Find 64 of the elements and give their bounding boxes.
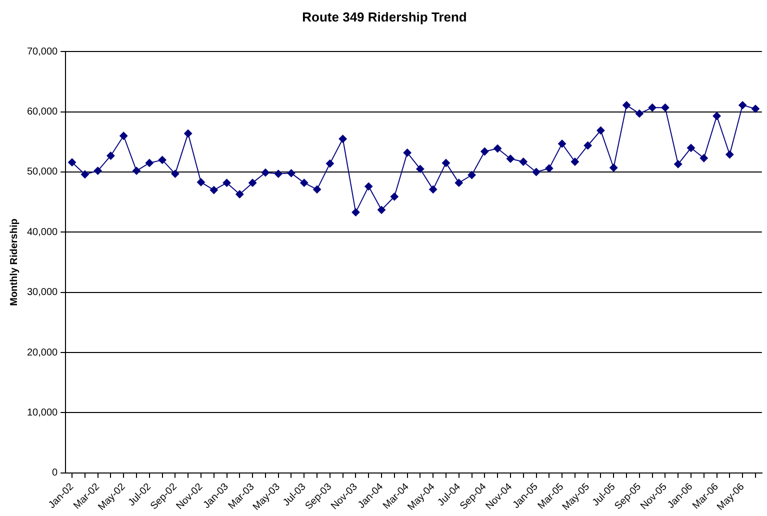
- point: [532, 168, 540, 176]
- point: [558, 140, 566, 148]
- y-tick-label: 60,000: [26, 106, 58, 118]
- point: [184, 129, 192, 138]
- point: [313, 185, 322, 194]
- point: [700, 154, 708, 162]
- point: [132, 166, 141, 175]
- point: [622, 101, 631, 110]
- point: [442, 158, 450, 167]
- point: [352, 208, 360, 216]
- point: [454, 178, 463, 187]
- point: [338, 134, 347, 143]
- point: [661, 104, 670, 112]
- point: [158, 156, 166, 164]
- point: [196, 178, 205, 186]
- point: [236, 190, 244, 198]
- chart-title: Route 349 Ridership Trend: [302, 9, 467, 24]
- y-tick-label: 70,000: [26, 46, 58, 58]
- point: [468, 170, 476, 179]
- point: [261, 168, 270, 177]
- y-axis-title: Monthly Ridership: [8, 218, 20, 306]
- point: [326, 160, 334, 168]
- point: [120, 132, 128, 140]
- point: [106, 152, 115, 160]
- point: [635, 110, 644, 118]
- point: [416, 164, 424, 173]
- point: [545, 164, 554, 172]
- point: [171, 170, 180, 178]
- point: [738, 101, 747, 110]
- point: [300, 178, 308, 187]
- point: [68, 158, 76, 166]
- point: [222, 178, 231, 187]
- point: [480, 148, 489, 156]
- point: [80, 170, 89, 178]
- y-tick-label: 40,000: [26, 226, 58, 238]
- point: [712, 112, 721, 120]
- point: [570, 158, 579, 166]
- point: [506, 154, 514, 163]
- point: [274, 170, 282, 178]
- point: [403, 148, 412, 157]
- point: [210, 186, 218, 194]
- point: [596, 126, 605, 134]
- point: [378, 206, 386, 214]
- y-tick-label: 0: [52, 468, 58, 479]
- point: [519, 158, 528, 166]
- point: [94, 166, 102, 175]
- point: [584, 142, 592, 150]
- point: [364, 182, 373, 190]
- y-tick-label: 50,000: [26, 166, 58, 178]
- point: [145, 158, 154, 167]
- point: [429, 185, 438, 194]
- point: [390, 192, 398, 201]
- point: [674, 160, 682, 168]
- point: [248, 178, 257, 187]
- point: [494, 144, 502, 153]
- point: [287, 169, 296, 178]
- y-tick-label: 30,000: [26, 287, 58, 298]
- point: [648, 104, 656, 112]
- point: [726, 150, 734, 159]
- y-tick-label: 10,000: [26, 407, 58, 418]
- point: [610, 164, 618, 172]
- point: [751, 104, 760, 113]
- point: [686, 144, 695, 152]
- y-tick-label: 20,000: [26, 347, 58, 358]
